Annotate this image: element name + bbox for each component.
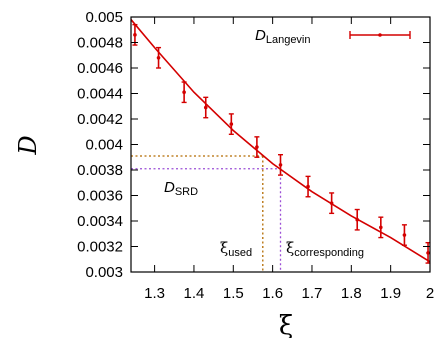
legend-label-main: D — [255, 27, 266, 44]
y-tick-label: 0.004 — [85, 137, 123, 154]
data-point — [132, 23, 138, 46]
d-srd-label: DSRD — [164, 179, 198, 198]
xi-corresponding-label: ξcorresponding — [286, 239, 364, 259]
data-point — [354, 208, 360, 231]
y-tick-label: 0.0042 — [77, 111, 123, 128]
data-point — [156, 46, 162, 69]
point-marker — [278, 163, 283, 167]
x-axis-title: ξ — [279, 311, 293, 338]
data-point — [378, 216, 384, 239]
fit-curve — [130, 19, 431, 263]
legend: DLangevin — [255, 27, 411, 46]
x-tick-label: 1.5 — [223, 285, 244, 302]
x-tick-labels: 1.3 1.4 1.5 1.6 1.7 1.8 1.9 2 — [144, 285, 434, 302]
point-marker — [203, 105, 208, 110]
point-marker — [182, 90, 186, 95]
data-point — [401, 224, 407, 246]
point-marker — [306, 184, 310, 189]
y-axis-title: D — [14, 135, 42, 155]
y-tick-label: 0.0034 — [77, 213, 123, 230]
y-tick-label: 0.003 — [85, 264, 123, 281]
x-tick-label: 1.3 — [144, 285, 165, 302]
data-point — [254, 136, 260, 158]
data-point — [305, 175, 311, 198]
legend-point — [378, 33, 382, 37]
y-tick-labels: 0.003 0.0032 0.0034 0.0036 0.0038 0.004 0.0042… — [77, 9, 123, 281]
x-tick-label: 1.9 — [380, 285, 401, 302]
x-tick-label: 1.7 — [302, 285, 323, 302]
axis-ticks — [131, 16, 431, 273]
x-tick-label: 1.4 — [184, 285, 205, 302]
svg-text:DLangevin: DLangevin — [255, 27, 311, 46]
point-marker — [355, 217, 360, 222]
y-tick-label: 0.0036 — [77, 188, 123, 205]
x-tick-label: 1.8 — [341, 285, 362, 302]
y-tick-label: 0.0046 — [77, 60, 123, 77]
data-point — [228, 113, 234, 136]
x-tick-label: 1.6 — [262, 285, 283, 302]
y-tick-label: 0.005 — [85, 9, 123, 26]
point-marker — [379, 225, 383, 230]
point-marker — [229, 122, 234, 126]
point-marker — [133, 33, 137, 37]
data-point — [329, 192, 335, 215]
data-point — [181, 81, 187, 104]
point-marker — [426, 251, 430, 255]
data-point — [203, 96, 209, 119]
point-marker — [329, 201, 334, 205]
xi-used-label: ξused — [220, 239, 252, 259]
y-tick-label: 0.0048 — [77, 35, 123, 52]
point-marker — [402, 233, 407, 237]
point-marker — [255, 145, 259, 149]
fit-curve-group — [130, 19, 431, 263]
legend-label-sub: Langevin — [266, 34, 311, 46]
guide-lines — [131, 155, 282, 272]
y-tick-label: 0.0044 — [77, 86, 123, 103]
legend-sample-marker — [349, 31, 411, 39]
y-tick-label: 0.0038 — [77, 162, 123, 179]
y-tick-label: 0.0032 — [77, 239, 123, 256]
data-point — [278, 153, 283, 176]
data-points-group — [132, 23, 431, 264]
x-tick-label: 2 — [426, 285, 434, 302]
point-marker — [156, 56, 161, 60]
